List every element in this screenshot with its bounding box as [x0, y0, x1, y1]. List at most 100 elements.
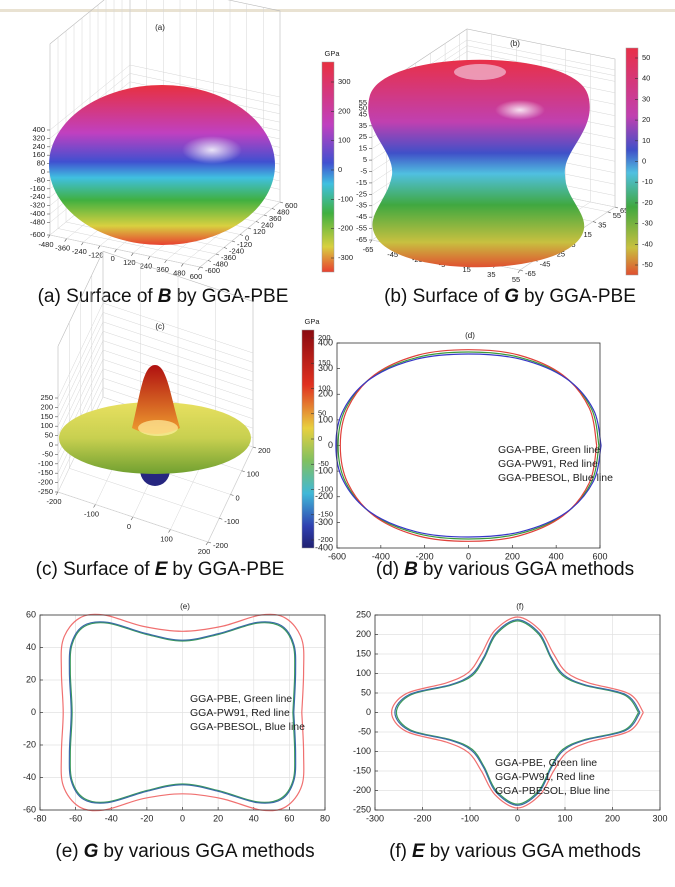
z-tick-label: -150	[38, 468, 53, 477]
x-tick-label: -40	[105, 813, 118, 823]
colorbar-tick-label: -300	[338, 253, 353, 262]
tick-mark	[241, 470, 245, 473]
caption-prefix: (a) Surface of	[38, 286, 154, 307]
z-tick-label: 250	[40, 393, 53, 402]
tick-mark	[64, 238, 67, 242]
x-tick-label: -240	[72, 247, 87, 256]
y-tick-label: -100	[315, 466, 333, 476]
colorbar-tick-label: -20	[642, 198, 653, 207]
grid-line	[57, 312, 254, 408]
tick-mark	[164, 259, 167, 264]
y-tick-label: -40	[23, 772, 36, 782]
caption-prefix: (d)	[376, 559, 399, 580]
panel-2: -200-1000100200-200-10001002002502001501…	[38, 250, 333, 556]
tick-mark	[81, 241, 84, 246]
colorbar-tick-label: 300	[338, 77, 351, 86]
caption-suffix: by GGA-PBE	[176, 286, 288, 307]
annotation: GGA-PBESOL, Blue line	[190, 721, 305, 733]
y-tick-label: 480	[277, 207, 290, 216]
y-tick-label: -240	[229, 246, 244, 255]
panel-4: -80 -60 -40 -20 0 20 40 60 80-60-40-200204060(e)…	[23, 602, 330, 823]
grid-line	[57, 321, 254, 417]
tick-mark	[97, 245, 101, 249]
grid-line	[57, 340, 254, 436]
y-tick-label: 20	[26, 674, 36, 684]
x-tick-label: 200	[605, 813, 620, 823]
x-tick-label: 300	[652, 813, 667, 823]
caption-prefix: (f)	[389, 841, 407, 862]
annotation: GGA-PW91, Red line	[190, 707, 290, 719]
series-line	[339, 349, 598, 542]
x-tick-label: 100	[557, 813, 572, 823]
colorbar-tick-label: -40	[642, 239, 653, 248]
y-tick-label: -200	[213, 541, 228, 550]
x-tick-label: 400	[549, 551, 564, 561]
panel-title: (e)	[180, 602, 190, 611]
x-tick-label: 15	[462, 265, 470, 274]
top-rule	[0, 9, 675, 12]
z-tick-label: -400	[30, 209, 45, 218]
colorbar-tick-label: -200	[318, 535, 333, 544]
colorbar-tick-label: 20	[642, 115, 650, 124]
x-tick-label: 0	[127, 522, 131, 531]
caption-suffix: by GGA-PBE	[172, 559, 284, 580]
z-tick-label: -200	[38, 478, 53, 487]
annotation: GGA-PBESOL, Blue line	[498, 472, 613, 484]
panel-title: (c)	[155, 322, 165, 331]
y-tick-label: 400	[318, 337, 333, 347]
caption-symbol: E	[155, 559, 169, 580]
tick-mark	[197, 266, 201, 271]
y-tick-label: -25	[554, 250, 565, 259]
plot-area	[337, 343, 600, 548]
y-tick-label: -65	[525, 269, 536, 278]
y-tick-label: 200	[318, 389, 333, 399]
series-line	[68, 621, 297, 804]
x-tick-label: -200	[413, 813, 431, 823]
colorbar-tick-label: -50	[642, 260, 653, 269]
y-tick-label: 250	[356, 609, 371, 619]
colorbar-tick-label: -200	[338, 224, 353, 233]
caption-suffix: by various GGA methods	[430, 841, 641, 862]
tick-mark	[181, 263, 184, 267]
x-tick-label: 360	[156, 265, 169, 274]
y-tick-label: 600	[285, 201, 298, 210]
tick-mark	[369, 239, 373, 244]
x-tick-label: -120	[88, 251, 103, 260]
tick-mark	[131, 252, 134, 256]
annotation: GGA-PBE, Green line	[498, 444, 600, 456]
y-tick-label: 60	[26, 609, 36, 619]
y-tick-label: 0	[31, 707, 36, 717]
tick-mark	[205, 541, 209, 546]
z-tick-label: 0	[41, 167, 45, 176]
colorbar-tick-label: -150	[318, 510, 333, 519]
x-tick-label: -200	[416, 551, 434, 561]
z-tick-label: 400	[32, 125, 45, 134]
y-tick-label: -400	[315, 542, 333, 552]
y-tick-label: 100	[318, 414, 333, 424]
tick-mark	[215, 253, 220, 256]
z-tick-label: 50	[45, 431, 53, 440]
annotation: GGA-PW91, Red line	[498, 458, 598, 470]
x-tick-label: 120	[123, 258, 136, 267]
y-tick-label: 0	[236, 493, 240, 502]
caption-prefix: (e)	[55, 841, 78, 862]
z-tick-label: -250	[38, 487, 53, 496]
surface-highlight	[182, 136, 242, 164]
grid-line	[57, 349, 254, 446]
z-tick-label: 35	[359, 121, 367, 130]
y-tick-label: 0	[366, 707, 371, 717]
colorbar-tick-label: 0	[642, 156, 646, 165]
z-tick-label: -55	[356, 224, 367, 233]
x-tick-label: -600	[328, 551, 346, 561]
z-tick-label: -45	[356, 212, 367, 221]
series-line	[394, 619, 641, 806]
z-tick-label: 55	[359, 98, 367, 107]
panel-0: -480 -360 -240 -120 0 120 240 360 480 600-600-480…	[30, 0, 353, 281]
z-tick-label: 320	[32, 133, 45, 142]
x-tick-label: 55	[512, 275, 520, 284]
x-tick-label: -100	[461, 813, 479, 823]
